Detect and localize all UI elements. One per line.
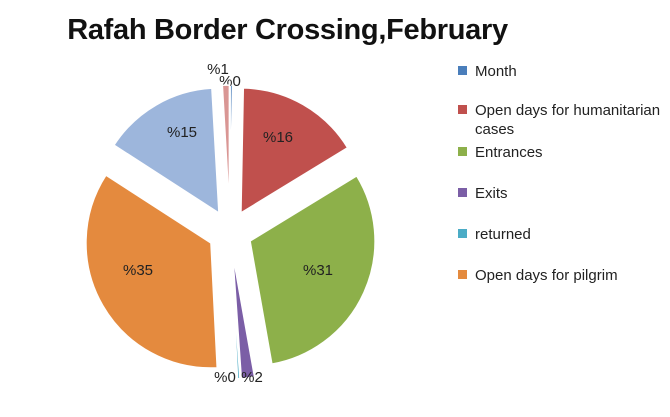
pie-data-label-6: %15	[167, 124, 197, 141]
legend-label-1: Open days for humanitarian cases	[475, 102, 661, 138]
legend-swatch-5	[458, 270, 467, 279]
legend-label-5: Open days for pilgrim	[475, 267, 618, 284]
legend-item-4: returned	[458, 225, 665, 244]
legend-item-1: Open days for humanitarian cases	[458, 101, 665, 139]
pie-data-label-3: %2	[241, 369, 263, 386]
pie-slice-2	[249, 174, 376, 365]
pie-slice-4	[230, 253, 241, 380]
legend-label-2: Entrances	[475, 144, 543, 161]
legend-item-3: Exits	[458, 184, 665, 203]
pie-data-label-4: %0	[214, 369, 236, 386]
pie-slice-0	[229, 84, 234, 211]
legend-swatch-4	[458, 229, 467, 238]
pie-data-label-1: %16	[263, 129, 293, 146]
pie-slice-1	[240, 87, 349, 215]
legend-swatch-0	[458, 66, 467, 75]
pie-data-label-5: %35	[123, 262, 153, 279]
chart-title-text: Rafah Border Crossing,February	[67, 14, 508, 46]
legend-swatch-1	[458, 105, 467, 114]
legend-swatch-3	[458, 188, 467, 197]
pie-data-label-7: %1	[207, 61, 229, 78]
legend-label-4: returned	[475, 226, 531, 243]
legend-item-0: Month	[458, 62, 665, 81]
legend-label-0: Month	[475, 63, 517, 80]
legend-item-5: Open days for pilgrim	[458, 266, 665, 285]
chart-title: Rafah Border Crossing,February	[0, 14, 670, 47]
pie-data-label-2: %31	[303, 262, 333, 279]
legend-swatch-2	[458, 147, 467, 156]
chart-legend: Month Open days for humanitarian cases Ent…	[458, 0, 670, 417]
pie-slice-6	[112, 87, 220, 215]
legend-label-3: Exits	[475, 185, 508, 202]
pie-slice-5	[85, 174, 219, 369]
pie-slice-3	[231, 253, 256, 380]
pie-chart: %0%16%31%2%0%35%15%1	[85, 61, 376, 386]
legend-item-2: Entrances	[458, 143, 665, 162]
pie-slice-7	[221, 84, 231, 211]
